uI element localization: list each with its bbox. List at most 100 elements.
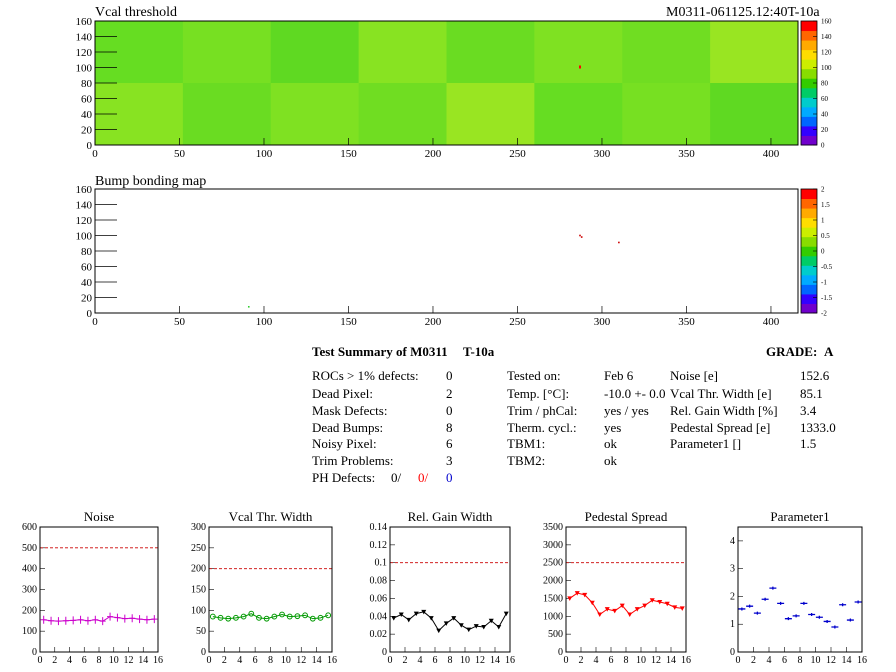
vcal-map-color-bar-segment bbox=[801, 135, 817, 146]
noise-plot-point bbox=[107, 612, 114, 621]
vcal-width-label: Vcal Thr. Width [e] bbox=[670, 386, 772, 401]
noise-plot-x-tick-label: 10 bbox=[109, 655, 119, 666]
vcal-map-color-bar-segment bbox=[801, 97, 817, 108]
bump-map-color-bar-segment bbox=[801, 284, 817, 295]
vcal-width-plot-point bbox=[309, 615, 316, 622]
gain-width-plot-point bbox=[398, 612, 404, 617]
noise-plot-point bbox=[62, 616, 69, 625]
noise-plot-point bbox=[136, 615, 143, 624]
bump-map-color-bar-tick-label: -0.5 bbox=[821, 263, 833, 271]
vcal-width-plot-point bbox=[217, 614, 224, 621]
bump-map-y-tick-label: 80 bbox=[81, 246, 93, 258]
vcal-threshold-map: 0 50 100 150 200 250 300 350 4000204060801001201… bbox=[76, 16, 833, 160]
bump-map-y-tick-label: 160 bbox=[76, 185, 93, 196]
vcal-map-color-bar-tick-label: 120 bbox=[821, 49, 832, 57]
pedestal-spread-plot-series-line bbox=[569, 592, 683, 616]
vcal-width-plot-x-tick-label: 0 bbox=[207, 655, 212, 666]
parameter1-plot-x-tick-label: 4 bbox=[767, 655, 772, 666]
parameter1-plot-x-tick-label: 12 bbox=[826, 655, 836, 666]
tbm2-value: ok bbox=[604, 453, 617, 468]
noise-plot-point bbox=[48, 616, 55, 625]
parameter1-plot-point bbox=[784, 617, 792, 621]
vcal-width-plot-y-tick-label: 250 bbox=[191, 543, 206, 554]
roc-tile bbox=[182, 83, 272, 146]
parameter1-plot-x-tick-label: 8 bbox=[798, 655, 803, 666]
vcal-width-plot-y-tick-label: 150 bbox=[191, 585, 206, 596]
rocs-label: ROCs > 1% defects: bbox=[312, 368, 419, 383]
vcal-width-plot-series-line bbox=[212, 613, 329, 620]
roc-tile bbox=[446, 83, 535, 146]
gain-width-label: Rel. Gain Width [%] bbox=[670, 403, 778, 418]
gain-width-plot-y-tick-label: 0 bbox=[382, 647, 387, 658]
bump-map-x-tick-label: 0 bbox=[92, 316, 98, 328]
parameter1-value: 1.5 bbox=[800, 436, 817, 451]
summary-title: Test Summary of M0311 bbox=[312, 344, 448, 359]
gain-width-plot-x-tick-label: 8 bbox=[448, 655, 453, 666]
parameter1-plot-point bbox=[769, 586, 777, 590]
pedestal-spread-plot-y-tick-label: 2000 bbox=[543, 576, 563, 587]
parameter1-plot-point bbox=[800, 601, 808, 605]
vcal-map-color-bar-tick-label: 160 bbox=[821, 18, 832, 26]
pedestal-spread-plot-x-tick-label: 2 bbox=[579, 655, 584, 666]
vcal-map-color-bar-tick-label: 0 bbox=[821, 142, 825, 150]
parameter1-plot-y-tick-label: 2 bbox=[730, 591, 735, 602]
vcal-width-plot-point bbox=[294, 613, 301, 620]
vcal-map-color-bar-segment bbox=[801, 59, 817, 70]
vcal-map-y-tick-label: 20 bbox=[81, 125, 93, 137]
noise-plot-point bbox=[92, 615, 99, 624]
noise-plot-point bbox=[40, 615, 47, 624]
vcal-map-color-bar-segment bbox=[801, 40, 817, 51]
tbm1-value: ok bbox=[604, 436, 617, 451]
pedestal-spread-plot-point bbox=[597, 612, 603, 617]
vcal-width-plot-x-tick-label: 8 bbox=[268, 655, 273, 666]
rocs-value: 0 bbox=[446, 368, 453, 383]
temp-value: -10.0 +- 0.0 bbox=[604, 386, 666, 401]
gain-width-plot-title: Rel. Gain Width bbox=[408, 509, 493, 524]
noise-plot-point bbox=[55, 617, 62, 626]
bump-map-title: Bump bonding map bbox=[95, 174, 207, 189]
noise-plot-point bbox=[121, 614, 128, 623]
gain-width-plot-y-tick-label: 0.02 bbox=[370, 629, 388, 640]
tested-value: Feb 6 bbox=[604, 368, 634, 383]
parameter1-plot-point bbox=[753, 611, 761, 615]
parameter1-plot-title: Parameter1 bbox=[770, 509, 829, 524]
vcal-map-x-tick-label: 0 bbox=[92, 148, 98, 160]
vcal-width-plot-y-tick-label: 200 bbox=[191, 564, 206, 575]
pedestal-spread-plot-point bbox=[604, 607, 610, 612]
bump-map-x-tick-label: 100 bbox=[256, 316, 273, 328]
noise-plot-y-tick-label: 400 bbox=[22, 564, 37, 575]
vcal-width-plot-point bbox=[263, 615, 270, 622]
vcal-width-plot-x-tick-label: 6 bbox=[253, 655, 258, 666]
bump-map-y-tick-label: 60 bbox=[81, 262, 93, 274]
bump-defect-point bbox=[247, 306, 250, 308]
dead-pixel-value: 2 bbox=[446, 386, 453, 401]
pedestal-spread-plot-point bbox=[634, 607, 640, 612]
vcal-map-y-tick-label: 120 bbox=[76, 47, 93, 59]
dead-pixel-label: Dead Pixel: bbox=[312, 386, 374, 401]
pedestal-spread-plot-x-tick-label: 4 bbox=[594, 655, 599, 666]
tbm2-label: TBM2: bbox=[507, 453, 546, 468]
parameter1-plot-point bbox=[854, 600, 862, 604]
noise-plot-x-tick-label: 14 bbox=[138, 655, 148, 666]
bump-map-y-tick-label: 140 bbox=[76, 200, 93, 212]
trim-label: Trim Problems: bbox=[312, 453, 394, 468]
noise-plot-frame bbox=[39, 526, 159, 653]
vcal-map-color-bar-tick-label: 40 bbox=[821, 111, 829, 119]
dead-bumps-value: 8 bbox=[446, 420, 453, 435]
vcal-map-color-bar-tick-label: 60 bbox=[821, 95, 829, 103]
hot-pixel bbox=[579, 65, 582, 69]
pedestal-spread-plot-point bbox=[619, 603, 625, 609]
pedestal-spread-plot-x-tick-label: 0 bbox=[564, 655, 569, 666]
vcal-map-x-tick-label: 250 bbox=[509, 148, 526, 160]
gain-width-plot-frame bbox=[389, 526, 511, 653]
roc-tile bbox=[710, 21, 799, 84]
gain-width-plot-point bbox=[391, 616, 397, 621]
bump-map-color-bar-segment bbox=[801, 227, 817, 238]
noise-plot-point bbox=[84, 616, 91, 625]
vcal-width-plot-y-tick-label: 100 bbox=[191, 605, 206, 616]
gain-width-plot-y-tick-label: 0.1 bbox=[375, 558, 388, 569]
pedestal-spread-plot-point bbox=[672, 605, 678, 610]
gain-width-plot-point bbox=[481, 625, 487, 630]
vcal-map-frame bbox=[94, 20, 799, 146]
vcal-map-color-bar-segment bbox=[801, 49, 817, 60]
